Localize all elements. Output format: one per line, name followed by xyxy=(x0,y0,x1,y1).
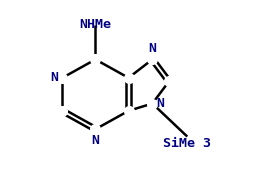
Text: N: N xyxy=(148,42,156,55)
Text: N: N xyxy=(51,71,59,84)
Text: SiMe 3: SiMe 3 xyxy=(163,137,211,150)
Text: N: N xyxy=(91,134,99,147)
Text: N: N xyxy=(156,97,164,110)
Text: NHMe: NHMe xyxy=(79,18,112,31)
